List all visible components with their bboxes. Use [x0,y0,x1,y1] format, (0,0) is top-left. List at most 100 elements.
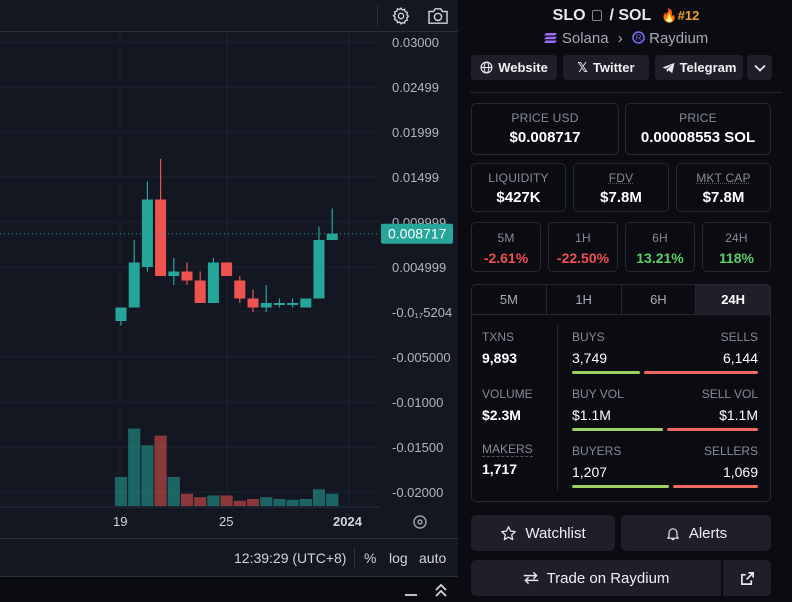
buys-label: BUYS [572,330,605,344]
candle-body [260,303,272,308]
price-change-label: 5M [497,231,515,245]
log-scale-toggle[interactable]: log [389,550,408,566]
liquidity-label: LIQUIDITY [488,171,549,185]
liquidity-value: $427K [496,189,541,206]
candles [115,159,338,326]
alerts-label: Alerts [688,524,728,542]
chart-settings-gear-icon[interactable] [388,4,414,28]
price-change-value: -22.50% [556,250,610,266]
pair-subtitle: Solana › R Raydium [460,30,792,47]
bell-icon [666,527,679,540]
dex-name[interactable]: Raydium [649,30,709,47]
trending-rank-badge[interactable]: 🔥#12 [661,8,699,23]
external-link-icon [740,571,754,585]
market-cap-label[interactable]: MKT CAP [696,171,751,185]
price-axis-label: -0.005000 [392,350,451,365]
volume-label: VOLUME [482,387,533,401]
time-axis-label: 2024 [333,514,363,529]
price-axis: 0.030000.024990.019990.014990.0099990.00… [392,35,452,500]
time-axis-settings-icon[interactable] [413,515,427,529]
sell-vol-label: SELL VOL [701,387,758,401]
more-links-dropdown[interactable] [747,55,772,80]
price-change-24h[interactable]: 24H 118% [702,222,771,272]
buy-vol-bar [572,428,663,431]
percent-scale-toggle[interactable]: % [364,550,377,566]
candle-body [181,271,193,281]
price-change-value: -2.61% [483,250,529,266]
twitter-link-button[interactable]: 𝕏 Twitter [563,55,649,80]
volume-bar [141,445,154,506]
sell-vol-value: $1.1M [719,407,758,423]
candle-body [141,199,153,267]
tab-6h[interactable]: 6H [622,285,697,314]
alerts-button[interactable]: Alerts [621,515,771,551]
time-axis-label: 25 [219,514,233,529]
external-link-button[interactable] [723,560,771,596]
toolbar-separator [377,5,378,27]
chart-footer: 12:39:29 (UTC+8) % log auto [0,538,458,576]
chart-panel[interactable]: 0.03000 0.02499 0.01999 0.01499 0.009999 0.00… [0,0,458,602]
telegram-link-button[interactable]: Telegram [655,55,743,80]
volume-bar [128,428,141,506]
candle-body [300,298,312,308]
sellers-bar [673,485,758,488]
copy-icon[interactable] [592,10,603,21]
chain-name[interactable]: Solana [561,30,609,47]
sellers-value: 1,069 [722,464,758,480]
price-change-1h[interactable]: 1H -22.50% [548,222,618,272]
volume-bar [207,495,220,506]
makers-value: 1,717 [482,461,518,477]
watchlist-label: Watchlist [525,524,586,542]
price-usd-box: PRICE USD $0.008717 [471,103,619,155]
trade-button[interactable]: Trade on Raydium [471,560,721,596]
minimize-icon[interactable] [404,585,418,599]
sells-label: SELLS [720,330,758,344]
tab-5m[interactable]: 5M [472,285,547,314]
volume-bar [299,498,312,506]
time-axis-label: 19 [113,514,127,529]
buyers-bar [572,485,669,488]
volume-bar [286,499,299,506]
website-link-button[interactable]: Website [471,55,557,80]
buyers-label: BUYERS [572,444,622,458]
buy-vol-label: BUY VOL [572,387,624,401]
sells-bar [644,371,758,374]
pair-slash: / [609,7,619,24]
chart-clock: 12:39:29 (UTC+8) [234,550,347,566]
x-logo-icon: 𝕏 [577,59,588,75]
volume-bar [114,476,128,506]
auto-scale-toggle[interactable]: auto [419,550,447,566]
flame-icon: 🔥 [661,8,678,23]
volume-bar [220,495,233,506]
price-axis-label: -0.0₁₇5204 [392,305,452,320]
svg-text:R: R [636,34,642,43]
sell-vol-bar [667,428,758,431]
price-axis-label: 0.02499 [392,80,439,95]
chevron-right-icon: › [617,30,623,47]
tab-24h[interactable]: 24H [696,285,770,314]
price-change-6h[interactable]: 6H 13.21% [625,222,695,272]
base-symbol: SLO [552,7,586,24]
trade-label: Trade on Raydium [546,569,670,587]
svg-text:0.008717: 0.008717 [388,226,447,242]
transactions-panel: 5M 1H 6H 24H TXNS 9,893 VOLUME $2.3M MAK… [471,284,771,502]
camera-icon[interactable] [425,4,451,28]
price-change-5m[interactable]: 5M -2.61% [471,222,541,272]
price-native-box: PRICE 0.00008553 SOL [625,103,771,155]
swap-arrows-icon [523,571,538,585]
quote-symbol: SOL [618,7,651,24]
fdv-label[interactable]: FDV [608,171,634,185]
candle-body [326,233,338,240]
volume-bar [246,498,260,506]
tab-1h[interactable]: 1H [547,285,622,314]
txns-value: 9,893 [482,350,518,366]
collapse-up-icon[interactable] [434,582,448,600]
fdv-box: FDV $7.8M [573,163,669,212]
price-change-label: 24H [725,231,748,245]
makers-label[interactable]: MAKERS [482,442,533,457]
fdv-value: $7.8M [600,189,642,206]
candle-body [234,280,246,299]
candle-body [155,199,167,276]
price-chart[interactable]: 0.030000.024990.019990.014990.0099990.00… [0,32,458,538]
watchlist-button[interactable]: Watchlist [471,515,615,551]
